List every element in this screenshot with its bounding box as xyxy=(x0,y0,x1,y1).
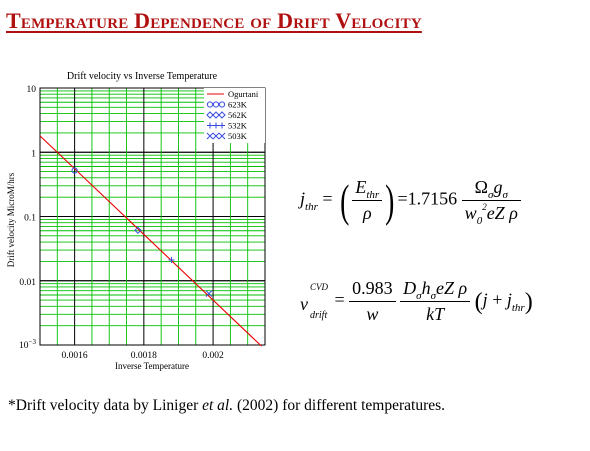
legend-swatch-plus xyxy=(207,122,213,129)
legend-swatch-cross xyxy=(218,132,226,140)
y-tick-label: 0.01 xyxy=(19,278,36,288)
legend-swatch-diamond xyxy=(212,111,220,119)
legend-swatch-plus xyxy=(219,122,225,129)
y-tick-label-exponent: 10−3 xyxy=(19,338,36,351)
fraction-e-over-rho: Ethr ρ xyxy=(352,177,383,224)
x-tick-label: 0.0018 xyxy=(131,351,157,361)
x-tick-label: 0.002 xyxy=(202,351,224,361)
data-point-562K xyxy=(134,226,142,234)
legend-swatch-circle xyxy=(218,101,226,108)
equation-threshold-current: jthr = (Ethr ρ) =1.7156 Ωσgσ w02eZ ρ xyxy=(300,177,521,227)
legend-swatch-cross xyxy=(212,132,220,140)
legend-swatch-circle xyxy=(206,101,214,108)
legend-label: Ogurtani xyxy=(228,89,259,99)
equation-drift-velocity: v CVD drift = 0.983 w DσhσeZ ρ kT (j + jthr) xyxy=(300,278,533,325)
data-point-503K xyxy=(205,290,213,297)
fraction-coefficient: 0.983 w xyxy=(349,278,396,325)
legend-swatch-circle xyxy=(212,101,220,108)
legend-label: 562K xyxy=(228,110,248,120)
x-tick-labels: 0.0016 0.0018 0.002 xyxy=(62,351,224,361)
y-tick-label: 10 xyxy=(27,85,37,95)
plot-frame xyxy=(39,87,266,346)
fraction-omega-g: Ωσgσ w02eZ ρ xyxy=(461,177,521,227)
legend-label: 503K xyxy=(228,131,248,141)
data-point-623K xyxy=(71,167,78,174)
y-tick-labels: 10 1 0.1 0.01 xyxy=(19,85,36,288)
x-axis-label: Inverse Temperature xyxy=(115,361,189,371)
data-point-532K xyxy=(168,257,175,264)
chart-title: Drift velocity vs Inverse Temperature xyxy=(67,71,218,82)
x-tick-label: 0.0016 xyxy=(62,351,88,361)
legend-swatch-diamond xyxy=(218,111,226,119)
y-axis-label: Drift velocity MicroM/hrs xyxy=(6,172,16,267)
legend-swatch-plus xyxy=(213,122,219,129)
legend-label: 623K xyxy=(228,100,248,110)
fraction-diffusion: DσhσeZ ρ kT xyxy=(400,278,471,325)
y-tick-label: 1 xyxy=(31,149,36,159)
y-tick-label: 0.1 xyxy=(24,214,36,224)
legend-swatch-diamond xyxy=(206,111,214,119)
slide-title: Temperature Dependence of Drift Velocity xyxy=(6,8,422,33)
footnote: *Drift velocity data by Liniger et al. (… xyxy=(8,397,446,414)
legend-label: 532K xyxy=(228,121,248,131)
points-layer xyxy=(71,167,213,297)
legend-swatch-cross xyxy=(206,132,214,140)
chart: Drift velocity vs Inverse Temperature 10… xyxy=(6,71,266,371)
